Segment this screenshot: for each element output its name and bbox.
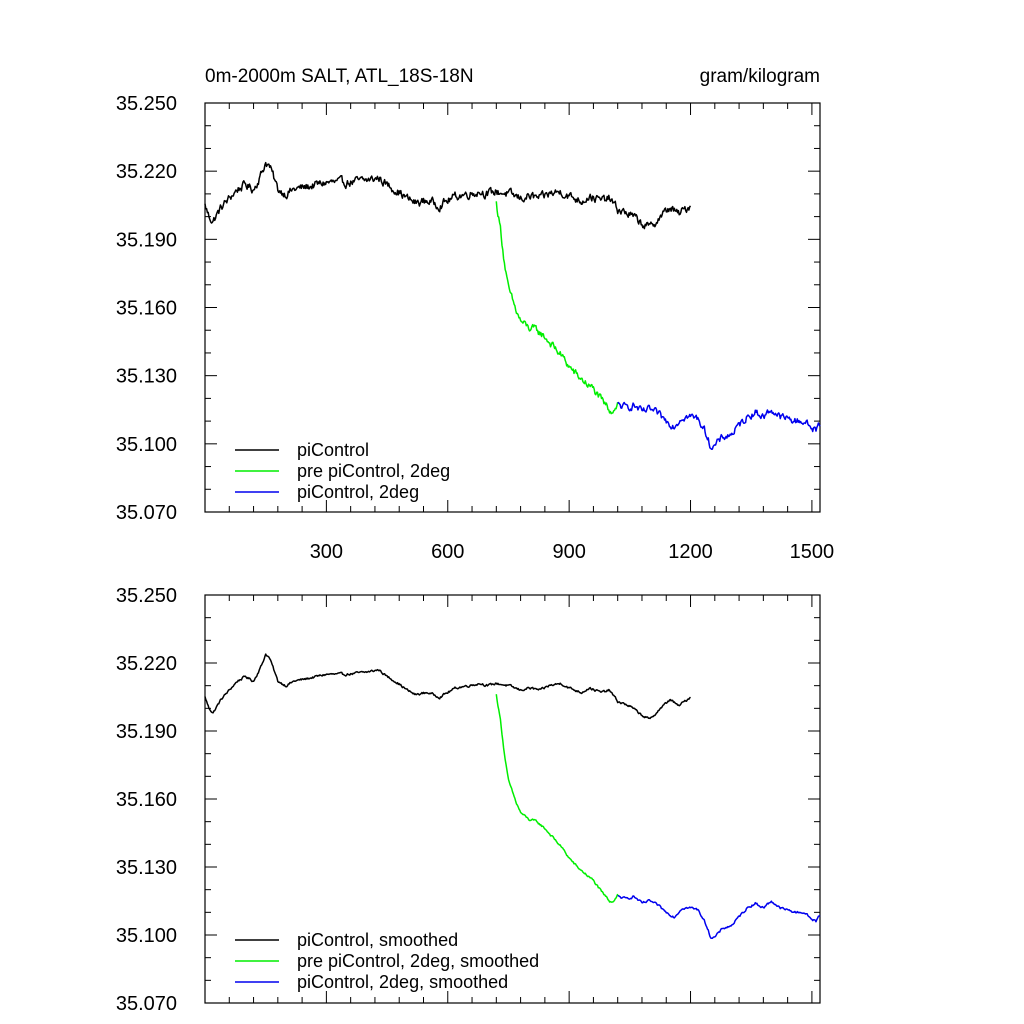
- legend-label: piControl, 2deg, smoothed: [297, 972, 508, 992]
- legend-label: piControl, smoothed: [297, 930, 458, 950]
- series-line: [617, 894, 821, 940]
- y-tick-label: 35.250: [116, 93, 177, 115]
- y-tick-label: 35.160: [116, 298, 177, 320]
- x-tick-label: 600: [431, 541, 464, 563]
- y-tick-label: 35.190: [116, 721, 177, 743]
- y-tick-label: 35.130: [116, 366, 177, 388]
- y-tick-label: 35.160: [116, 789, 177, 811]
- y-tick-label: 35.070: [116, 993, 177, 1015]
- x-tick-label: 900: [552, 541, 585, 563]
- y-tick-label: 35.130: [116, 857, 177, 879]
- top-panel: 35.070 35.100 35.130 35.160 35.190 35.220 35.2…: [116, 93, 834, 563]
- y-tick-label: 35.070: [116, 502, 177, 524]
- series-line: [617, 401, 821, 451]
- y-tick-label: 35.250: [116, 585, 177, 607]
- series-line: [495, 694, 619, 903]
- x-tick-label: 1500: [790, 541, 835, 563]
- y-tick-label: 35.220: [116, 161, 177, 183]
- legend-label: pre piControl, 2deg, smoothed: [297, 951, 539, 971]
- x-tick-label: 1200: [668, 541, 713, 563]
- x-tick-label: 300: [310, 541, 343, 563]
- series-line: [204, 161, 692, 230]
- chart-title-right: gram/kilogram: [700, 66, 820, 87]
- legend-label: piControl: [297, 440, 369, 460]
- legend-label: piControl, 2deg: [297, 482, 419, 502]
- y-tick-label: 35.100: [116, 434, 177, 456]
- chart-title-left: 0m-2000m SALT, ATL_18S-18N: [205, 66, 474, 87]
- series-line: [495, 201, 619, 415]
- y-tick-label: 35.220: [116, 653, 177, 675]
- y-tick-label: 35.100: [116, 925, 177, 947]
- legend-label: pre piControl, 2deg: [297, 461, 450, 481]
- bottom-panel: 35.070 35.100 35.130 35.160 35.190 35.220 35.2…: [116, 585, 821, 1015]
- y-tick-label: 35.190: [116, 229, 177, 251]
- series-line: [204, 653, 691, 720]
